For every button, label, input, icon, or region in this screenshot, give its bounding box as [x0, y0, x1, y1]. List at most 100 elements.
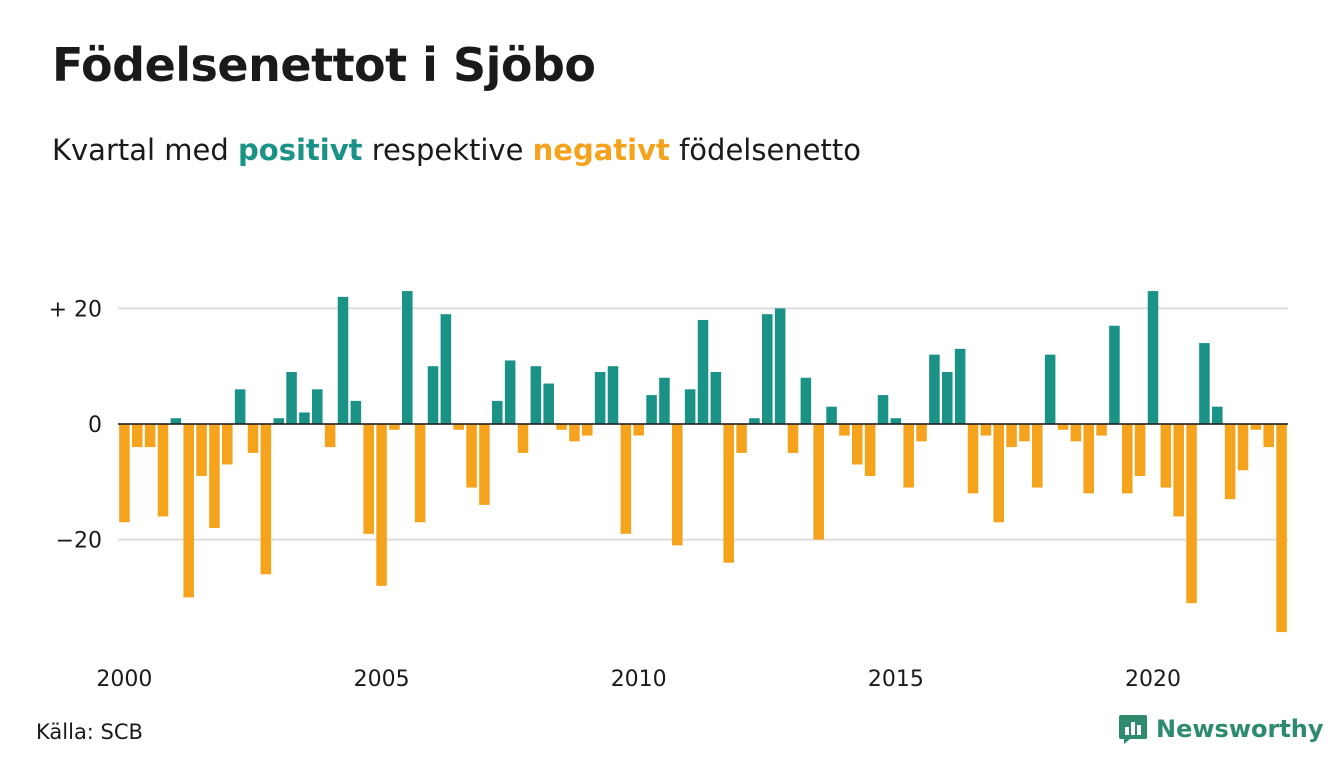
bar-negative	[787, 424, 799, 453]
bar-negative	[967, 424, 979, 494]
bar-negative	[453, 424, 464, 430]
bar-negative	[209, 424, 220, 529]
bar-positive	[594, 371, 606, 424]
bar-positive	[826, 406, 837, 424]
bar-positive	[350, 400, 362, 424]
bar-negative	[723, 424, 734, 563]
bar-positive	[646, 395, 657, 424]
bar-negative	[993, 424, 1004, 523]
bar-positive	[170, 418, 182, 424]
subtitle-middle: respektive	[371, 133, 524, 167]
bar-negative	[389, 424, 400, 430]
bar-negative	[672, 424, 683, 546]
bar-positive	[607, 366, 619, 424]
bar-negative	[736, 424, 747, 453]
bar-positive	[877, 395, 889, 424]
bar-positive	[427, 366, 439, 424]
bar-negative	[980, 424, 992, 436]
bar-negative	[1237, 424, 1249, 471]
bar-negative	[633, 424, 644, 436]
bar-negative	[916, 424, 927, 442]
chart-title: Födelsenettot i Sjöbo	[52, 38, 596, 92]
y-axis-tick-labels: + 20 0 −20	[49, 297, 102, 553]
bar-negative	[1224, 424, 1236, 500]
bar-negative	[247, 424, 259, 453]
bar-negative	[376, 424, 387, 586]
bar-negative	[813, 424, 824, 540]
chart-subtitle: Kvartal med positivt respektive negativt…	[52, 133, 861, 167]
bar-negative	[1070, 424, 1082, 442]
bar-positive	[492, 400, 503, 424]
bar-positive	[774, 308, 786, 424]
bar-positive	[890, 418, 902, 424]
bar-positive	[299, 412, 310, 424]
bar-negative	[466, 424, 477, 488]
brand-logo: Newsworthy	[1118, 713, 1324, 745]
bar-negative	[903, 424, 914, 488]
bar-positive	[1109, 325, 1120, 424]
bar-negative	[119, 424, 130, 523]
bar-positive	[954, 348, 966, 424]
bar-negative	[569, 424, 580, 442]
bar-positive	[234, 389, 246, 424]
bar-negative	[1096, 424, 1107, 436]
bar-positive	[337, 296, 349, 424]
y-tick-label: −20	[56, 529, 102, 554]
bar-positive	[530, 366, 542, 424]
x-tick-label: 2000	[96, 667, 152, 692]
bar-negative	[132, 424, 143, 448]
bar-positive	[929, 354, 940, 424]
subtitle-positive-word: positivt	[238, 133, 363, 167]
bar-positive	[710, 371, 722, 424]
bar-negative	[517, 424, 529, 453]
bar-positive	[749, 418, 760, 424]
bar-negative	[582, 424, 593, 436]
bar-positive	[697, 319, 709, 424]
x-tick-label: 2010	[611, 667, 667, 692]
bar-negative	[1173, 424, 1184, 517]
bar-negative	[1006, 424, 1017, 448]
bar-negative	[839, 424, 850, 436]
bars	[118, 291, 1288, 633]
bar-negative	[144, 424, 156, 448]
bar-positive	[504, 360, 516, 424]
bar-positive	[286, 371, 297, 424]
y-tick-label: 0	[88, 413, 102, 438]
x-tick-label: 2020	[1125, 667, 1181, 692]
bar-negative	[222, 424, 233, 465]
x-axis-tick-labels: 2000 2005 2010 2015 2020	[96, 667, 1181, 692]
bar-negative	[479, 424, 490, 505]
bar-negative	[1032, 424, 1043, 488]
bar-negative	[1276, 424, 1287, 633]
bar-negative	[1186, 424, 1197, 604]
bar-negative	[1263, 424, 1274, 448]
bar-negative	[1134, 424, 1146, 477]
subtitle-negative-word: negativt	[532, 133, 670, 167]
brand-name: Newsworthy	[1156, 715, 1324, 743]
bar-negative	[363, 424, 374, 534]
bar-negative	[620, 424, 632, 534]
bar-negative	[1057, 424, 1069, 430]
bar-negative	[414, 424, 426, 523]
bar-negative	[556, 424, 567, 430]
bar-negative	[157, 424, 169, 517]
bar-negative	[1122, 424, 1133, 494]
bar-negative	[196, 424, 207, 477]
bar-positive	[942, 371, 953, 424]
bar-negative	[183, 424, 194, 598]
y-tick-label: + 20	[49, 297, 102, 322]
bar-positive	[402, 291, 413, 424]
bar-negative	[864, 424, 876, 477]
bar-positive	[1044, 354, 1056, 424]
bar-positive	[659, 377, 670, 424]
bar-negative	[852, 424, 863, 465]
bar-positive	[1147, 291, 1159, 424]
bar-positive	[800, 377, 812, 424]
bar-positive	[762, 314, 773, 424]
source-note: Källa: SCB	[36, 720, 143, 744]
x-tick-label: 2015	[868, 667, 924, 692]
bar-positive	[1199, 343, 1210, 424]
bar-positive	[273, 418, 284, 424]
bar-positive	[543, 383, 554, 424]
bar-chart: + 20 0 −20 2000 2005 2010 2015 2020	[49, 291, 1288, 692]
